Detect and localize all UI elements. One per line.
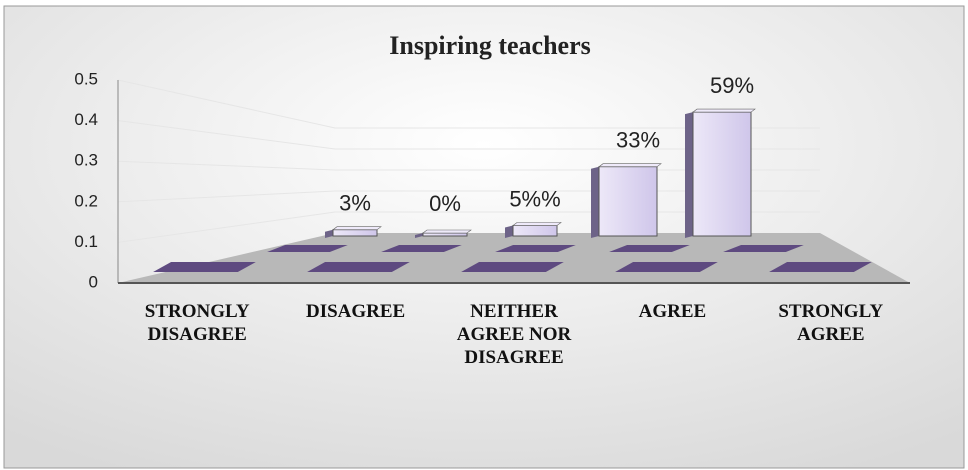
grid-line: [117, 79, 820, 129]
bar: [505, 222, 562, 238]
bar-side: [505, 225, 513, 238]
y-tick-label: 0.1: [74, 232, 98, 251]
x-tick-label: NEITHER AGREE NOR DISAGREE: [457, 301, 572, 368]
bar-front: [332, 229, 378, 237]
x-tick-label: STRONGLY DISAGREE: [145, 301, 250, 345]
bar-side: [591, 166, 599, 238]
data-label: 5%%: [509, 186, 560, 211]
floor-tile: [723, 245, 804, 252]
data-label: 3%: [339, 191, 371, 216]
grid-line: [117, 211, 820, 243]
y-tick-label: 0: [89, 272, 98, 291]
y-tick-label: 0.2: [74, 191, 98, 210]
y-tick-label: 0.3: [74, 151, 98, 170]
grid-line: [117, 190, 820, 203]
grid-line: [117, 120, 820, 150]
floor-tile: [381, 245, 462, 252]
floor-tile: [769, 262, 872, 272]
bar: [685, 108, 756, 238]
bar-side: [325, 229, 333, 238]
bar-side: [415, 233, 423, 238]
grid-line: [117, 160, 820, 171]
data-label: 0%: [429, 191, 461, 216]
floor-tile: [615, 262, 718, 272]
bar-front: [598, 166, 658, 237]
floor-tile: [495, 245, 576, 252]
floor-tile: [267, 245, 348, 252]
bar: [415, 229, 472, 238]
bar-top: [422, 229, 472, 234]
floor-tile: [461, 262, 564, 272]
bar-top: [692, 108, 756, 113]
chart-title: Inspiring teachers: [389, 31, 591, 60]
bar-side: [685, 112, 693, 238]
x-tick-label: AGREE: [639, 301, 707, 322]
floor-tile: [153, 262, 256, 272]
bar-front: [422, 232, 468, 237]
bar: [325, 226, 382, 238]
bar-top: [598, 163, 662, 167]
y-tick-label: 0.5: [74, 69, 98, 88]
x-tick-label: STRONGLY AGREE: [778, 301, 883, 345]
x-tick-label: DISAGREE: [306, 301, 405, 322]
bar-front: [692, 111, 752, 237]
bar-top: [332, 226, 382, 230]
data-label: 33%: [616, 128, 660, 153]
bar: [591, 163, 662, 238]
data-label: 59%: [710, 73, 754, 98]
floor-tile: [609, 245, 690, 252]
floor-tile: [307, 262, 410, 272]
y-tick-label: 0.4: [74, 110, 98, 129]
bar-top: [512, 222, 562, 226]
bar-front: [512, 225, 558, 237]
